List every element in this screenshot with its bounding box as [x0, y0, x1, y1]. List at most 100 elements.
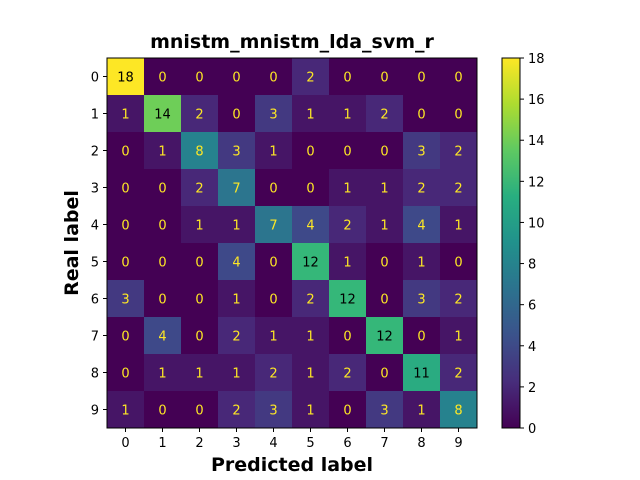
- cell-value-label: 1: [232, 219, 240, 234]
- heatmap-cell: [440, 391, 478, 429]
- heatmap-cell: [181, 354, 219, 392]
- cell-value-label: 0: [454, 108, 462, 123]
- cell-value-label: 1: [380, 182, 388, 197]
- heatmap-cell: [440, 95, 478, 133]
- heatmap-cell: [107, 317, 145, 355]
- colorbar-tick-label: 12: [528, 175, 545, 190]
- cell-value-label: 0: [343, 71, 351, 86]
- x-tick-label: 1: [158, 436, 166, 451]
- heatmap-cell: [255, 317, 293, 355]
- colorbar-tick-label: 10: [528, 216, 545, 231]
- heatmap-cell: [218, 280, 256, 318]
- cell-value-label: 0: [121, 330, 129, 345]
- cell-value-label: 2: [306, 71, 314, 86]
- cell-value-label: 4: [417, 219, 425, 234]
- heatmap-cell: [403, 280, 441, 318]
- cell-value-label: 1: [158, 367, 166, 382]
- cell-value-label: 7: [269, 219, 277, 234]
- heatmap-cell: [181, 132, 219, 170]
- heatmap-cell: [292, 391, 330, 429]
- cell-value-label: 1: [454, 219, 462, 234]
- cell-value-label: 0: [380, 71, 388, 86]
- heatmap-cell: [366, 206, 404, 244]
- heatmap-cell: [329, 317, 367, 355]
- cell-value-label: 2: [380, 108, 388, 123]
- cell-value-label: 8: [195, 145, 203, 160]
- cell-value-label: 2: [454, 182, 462, 197]
- cell-value-label: 0: [121, 145, 129, 160]
- heatmap-cell: [292, 58, 330, 96]
- y-tick-label: 0: [91, 71, 99, 86]
- y-tick-label: 4: [91, 219, 99, 234]
- cell-value-label: 0: [158, 293, 166, 308]
- x-tick-label: 0: [121, 436, 129, 451]
- y-tick-label: 5: [91, 256, 99, 271]
- cell-value-label: 3: [380, 404, 388, 419]
- heatmap-cell: [329, 391, 367, 429]
- x-tick-label: 4: [269, 436, 277, 451]
- cell-value-label: 0: [380, 145, 388, 160]
- colorbar: [501, 57, 521, 429]
- heatmap-cell: [292, 280, 330, 318]
- heatmap-cell: [255, 132, 293, 170]
- cell-value-label: 1: [269, 145, 277, 160]
- heatmap-cell: [218, 391, 256, 429]
- heatmap-cell: [440, 132, 478, 170]
- y-tick-label: 7: [91, 330, 99, 345]
- cell-value-label: 1: [380, 219, 388, 234]
- heatmap-cell: [181, 95, 219, 133]
- cell-value-label: 1: [343, 256, 351, 271]
- heatmap-cell: [292, 317, 330, 355]
- cell-value-label: 3: [417, 145, 425, 160]
- heatmap-cell: [107, 280, 145, 318]
- heatmap-cell: [440, 354, 478, 392]
- heatmap-cell: [107, 95, 145, 133]
- cell-value-label: 0: [269, 182, 277, 197]
- cell-value-label: 1: [417, 256, 425, 271]
- heatmap-cell: [144, 354, 182, 392]
- heatmap-cell: [181, 58, 219, 96]
- cell-value-label: 0: [343, 404, 351, 419]
- heatmap-cell: [107, 391, 145, 429]
- y-axis-ticks: 0 1 2 3 4 5 6 7 8 9: [91, 71, 107, 419]
- heatmap-cell: [329, 132, 367, 170]
- cell-value-label: 1: [158, 145, 166, 160]
- colorbar-tick-label: 4: [528, 340, 536, 355]
- heatmap-cell: [218, 58, 256, 96]
- cell-value-label: 0: [121, 219, 129, 234]
- cell-value-label: 1: [121, 108, 129, 123]
- cell-value-label: 1: [306, 404, 314, 419]
- x-tick-label: 3: [232, 436, 240, 451]
- heatmap-cell: [440, 169, 478, 207]
- heatmap-cell: [181, 317, 219, 355]
- heatmap-cell: [218, 243, 256, 281]
- y-tick-label: 3: [91, 182, 99, 197]
- heatmap-cell: [181, 169, 219, 207]
- cell-value-label: 1: [417, 404, 425, 419]
- heatmap-cell: [440, 243, 478, 281]
- heatmap-cell: [107, 132, 145, 170]
- heatmap-cell: [107, 169, 145, 207]
- cell-value-label: 0: [417, 108, 425, 123]
- cell-value-label: 1: [306, 108, 314, 123]
- cell-value-label: 1: [195, 367, 203, 382]
- cell-value-label: 1: [232, 367, 240, 382]
- heatmap-cell: [403, 169, 441, 207]
- cell-value-label: 0: [380, 293, 388, 308]
- cell-value-label: 1: [306, 330, 314, 345]
- colorbar-tick-label: 18: [528, 52, 545, 67]
- x-axis-ticks: 0 1 2 3 4 5 6 7 8 9: [121, 428, 463, 451]
- heatmap-cell: [403, 354, 441, 392]
- heatmap-cell: [181, 391, 219, 429]
- heatmap-cell: [181, 280, 219, 318]
- heatmap-cell: [107, 354, 145, 392]
- cell-value-label: 2: [417, 182, 425, 197]
- y-tick-label: 8: [91, 367, 99, 382]
- colorbar-tick-label: 16: [528, 93, 545, 108]
- heatmap-cell: [144, 243, 182, 281]
- heatmap-cells: 18 0 0 0 0 2 0 0 0 01 14 2 0 3 1 1 2 0 00 1 8 3 1 0 0 0 3 20 0 2 7 0 0 1 1…: [107, 58, 478, 429]
- heatmap-cell: [255, 243, 293, 281]
- heatmap-cell: [144, 169, 182, 207]
- cell-value-label: 2: [306, 293, 314, 308]
